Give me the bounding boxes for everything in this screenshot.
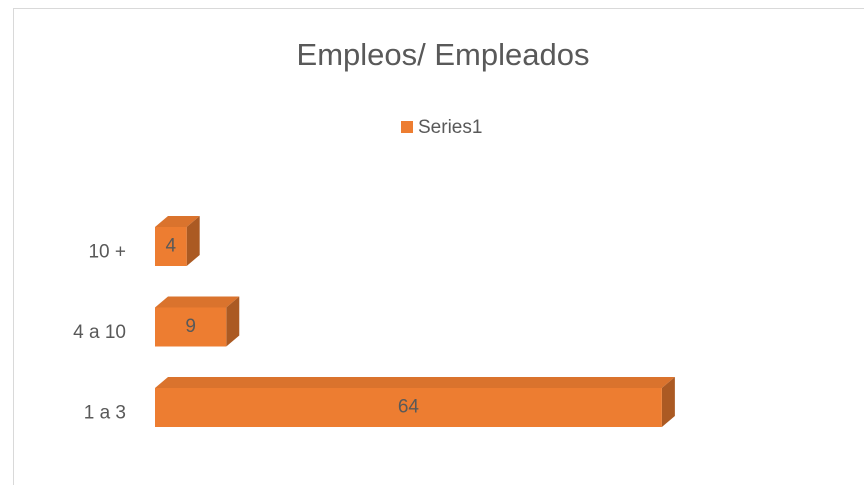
- bar-top-face: [155, 296, 240, 308]
- data-label: 9: [185, 316, 196, 337]
- y-tick-label: 10 +: [88, 242, 126, 263]
- chart-title: Empleos/ Empleados: [297, 37, 590, 72]
- y-tick-label: 4 a 10: [73, 322, 126, 343]
- bar-side-face: [226, 296, 240, 347]
- y-tick-label: 1 a 3: [84, 403, 126, 424]
- bar: [155, 388, 662, 427]
- bar: [155, 307, 227, 347]
- bar-side-face: [661, 377, 675, 427]
- bar: [155, 227, 187, 266]
- legend-swatch: [401, 121, 413, 133]
- bar-top-face: [155, 377, 675, 388]
- bar-top-face: [155, 216, 200, 227]
- data-label: 4: [166, 236, 177, 257]
- data-label: 64: [398, 397, 420, 418]
- legend-label: Series1: [418, 117, 482, 138]
- bar-side-face: [186, 216, 200, 266]
